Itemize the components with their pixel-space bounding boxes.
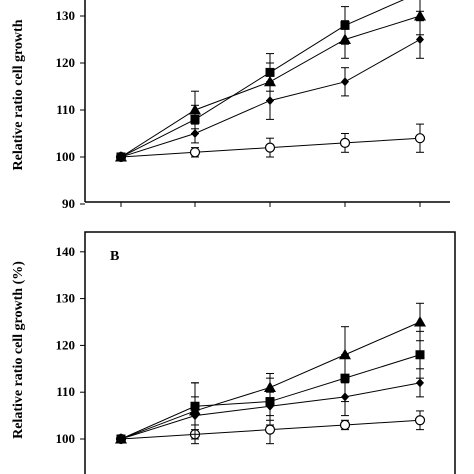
data-point-open-circle [264, 424, 276, 435]
data-point-triangle [189, 104, 201, 115]
data-point-open-circle [339, 137, 351, 148]
data-point-square [415, 350, 425, 360]
data-point-triangle [264, 381, 276, 393]
data-point-triangle [414, 10, 426, 21]
y-axis-label: Relative ratio cell growth (%) [11, 261, 26, 439]
data-point-open-circle [264, 142, 276, 153]
data-point-open-circle [414, 415, 426, 426]
data-point-triangle [414, 316, 426, 327]
y-axis-label: Relative ratio cell growth [11, 19, 26, 170]
y-tick-label: 100 [56, 149, 76, 164]
panel-frame [84, 231, 456, 474]
panel-label: B [110, 249, 119, 264]
data-point-open-circle [189, 147, 201, 158]
y-tick-label: 100 [56, 431, 76, 446]
data-point-open-circle [414, 133, 426, 144]
data-point-triangle [339, 348, 351, 360]
chart-panel-b: 100 110 120 130 140 Relative ratio cell growt… [11, 231, 456, 474]
data-point-triangle [115, 433, 127, 444]
data-point-triangle [189, 404, 201, 416]
y-tick-label: 110 [56, 384, 75, 399]
y-tick-label: 110 [56, 102, 75, 117]
chart-panel-a: 90 100 110 120 130 Relative ratio cell growth [11, 0, 450, 211]
y-tick-label: 130 [56, 8, 76, 23]
data-point-diamond [416, 35, 424, 44]
data-point-triangle [264, 75, 276, 87]
y-tick-label: 140 [56, 244, 76, 259]
y-tick-label: 130 [56, 291, 76, 306]
data-point-open-circle [339, 419, 351, 431]
y-tick-label: 120 [56, 337, 76, 352]
data-point-diamond [341, 77, 349, 87]
data-point-triangle [115, 151, 127, 162]
y-tick-label: 120 [56, 55, 76, 70]
data-point-triangle [339, 33, 351, 44]
y-tick-label: 90 [62, 196, 75, 211]
data-point-diamond [416, 378, 424, 388]
